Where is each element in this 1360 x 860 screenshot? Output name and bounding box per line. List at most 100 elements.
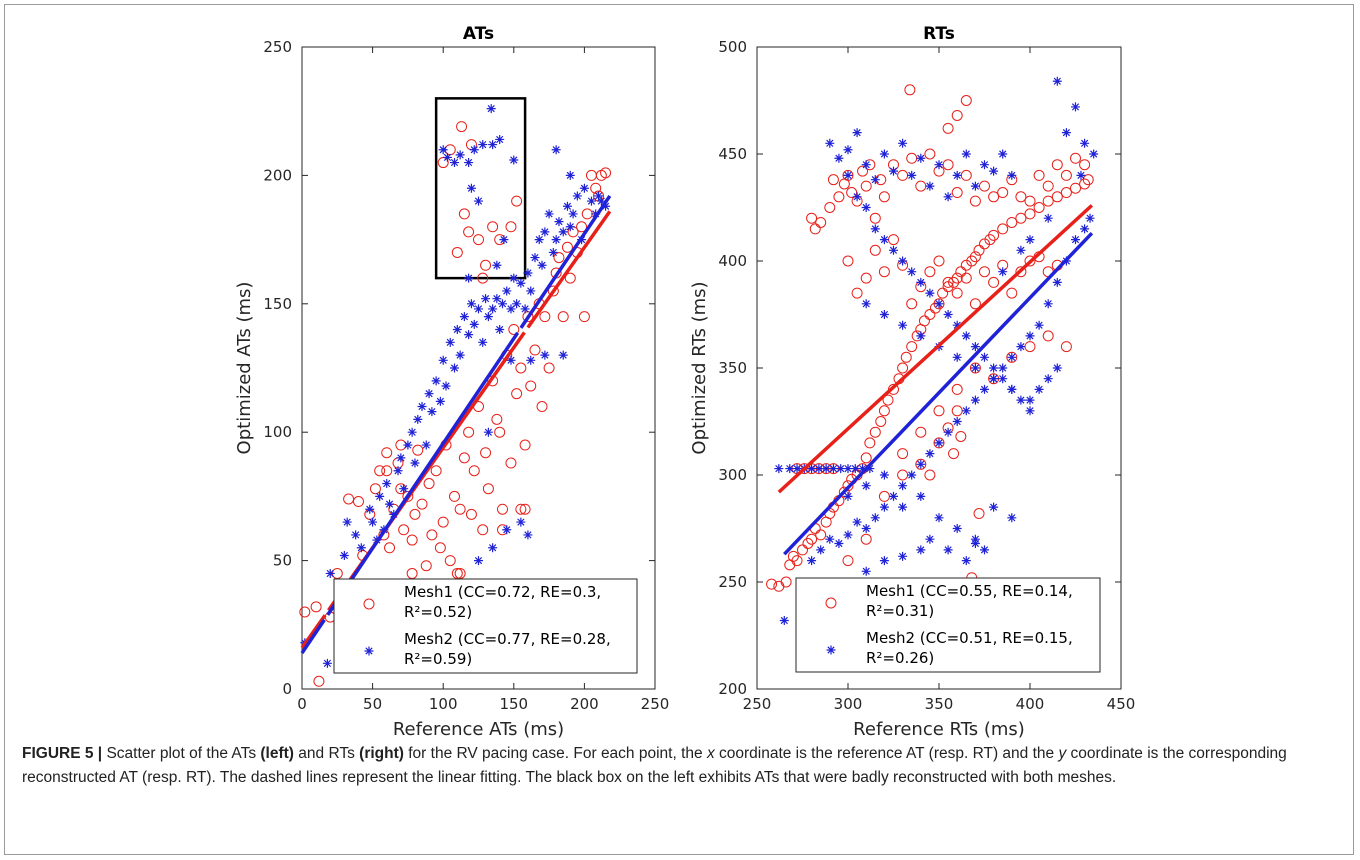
data-point: [441, 381, 451, 391]
data-point: [802, 537, 814, 549]
data-point: [480, 447, 492, 459]
caption-x-word: x: [706, 745, 715, 762]
data-point: [464, 330, 474, 340]
data-point: [1007, 384, 1017, 394]
data-point: [1080, 138, 1090, 148]
data-point: [435, 396, 445, 406]
data-point: [961, 406, 971, 416]
y-tick-label: 200: [263, 166, 292, 184]
data-point: [1015, 266, 1027, 278]
data-point: [842, 255, 854, 267]
legend-entry-mesh2-line1: Mesh2 (CC=0.51, RE=0.15,: [866, 629, 1073, 647]
data-point: [779, 616, 789, 626]
data-point: [508, 323, 520, 335]
data-point: [547, 285, 559, 297]
data-point: [543, 362, 555, 374]
data-point: [478, 337, 488, 347]
data-point: [861, 160, 871, 170]
data-point: [898, 481, 908, 491]
data-point: [473, 234, 484, 246]
data-point: [1024, 255, 1036, 267]
data-point: [385, 499, 395, 509]
data-point: [1007, 170, 1017, 180]
data-point: [979, 238, 990, 250]
data-point: [843, 491, 853, 501]
data-point: [516, 278, 526, 288]
data-point: [843, 170, 853, 180]
data-point: [934, 160, 944, 170]
data-point: [488, 140, 498, 150]
data-point: [833, 191, 845, 203]
x-tick-label: 300: [834, 695, 863, 713]
data-point: [843, 145, 853, 155]
data-point: [943, 192, 953, 202]
data-point: [529, 344, 541, 356]
figure-charts: 0 50 100 150 200 250050100150200250ATsReferen…: [234, 24, 1135, 740]
data-point: [814, 464, 824, 474]
data-point: [955, 430, 967, 442]
data-point: [980, 545, 989, 555]
data-point: [973, 508, 985, 520]
data-point: [417, 402, 427, 412]
data-point: [861, 481, 871, 491]
data-point: [478, 140, 488, 150]
y-tick-label: 350: [718, 359, 747, 377]
x-tick-label: 350: [925, 695, 954, 713]
y-tick-label: 150: [263, 295, 292, 313]
data-point: [438, 355, 448, 365]
data-point: [864, 437, 876, 449]
data-point: [487, 221, 499, 233]
data-point: [526, 355, 536, 365]
data-point: [1052, 76, 1062, 86]
data-point: [412, 444, 424, 456]
data-point: [576, 221, 588, 233]
data-point: [857, 165, 869, 177]
data-point: [519, 439, 531, 451]
data-point: [821, 464, 831, 474]
data-point: [787, 550, 799, 562]
data-point: [313, 675, 325, 687]
data-point: [1060, 187, 1072, 199]
figure-frame: [4, 4, 1354, 855]
data-point: [466, 299, 476, 309]
data-point: [477, 272, 489, 284]
data-point: [442, 152, 452, 162]
caption-right-word: (right): [359, 745, 404, 762]
data-point: [1006, 351, 1018, 363]
data-point: [980, 160, 989, 170]
data-point: [423, 478, 435, 490]
data-point: [384, 542, 396, 554]
caption-y-word: y: [1058, 745, 1067, 762]
data-point: [969, 298, 981, 310]
data-point: [540, 350, 550, 360]
data-point: [984, 234, 996, 246]
data-point: [925, 288, 935, 298]
data-point: [952, 352, 962, 362]
x-tick-label: 50: [363, 695, 382, 713]
y-tick-label: 250: [718, 573, 747, 591]
data-point: [934, 438, 944, 448]
data-point: [865, 464, 875, 474]
data-point: [916, 545, 926, 555]
data-point: [455, 350, 465, 360]
data-point: [406, 534, 418, 546]
data-point: [520, 304, 530, 314]
data-point: [558, 350, 568, 360]
data-point: [960, 259, 972, 271]
chart-title: RTs: [923, 24, 955, 44]
data-point: [870, 175, 880, 185]
x-tick-label: 0: [297, 695, 307, 713]
data-point: [488, 304, 498, 314]
data-point: [451, 567, 463, 579]
data-point: [998, 363, 1008, 373]
legend-marker-mesh2: [364, 646, 374, 656]
data-point: [399, 484, 409, 494]
data-point: [904, 84, 916, 96]
data-point: [948, 276, 960, 288]
data-point: [879, 149, 889, 159]
data-point: [924, 469, 936, 481]
data-point: [539, 311, 551, 323]
caption-text-5: coordinate is the corresponding reconstr…: [22, 745, 1287, 786]
data-point: [925, 449, 935, 459]
data-point: [937, 287, 949, 299]
